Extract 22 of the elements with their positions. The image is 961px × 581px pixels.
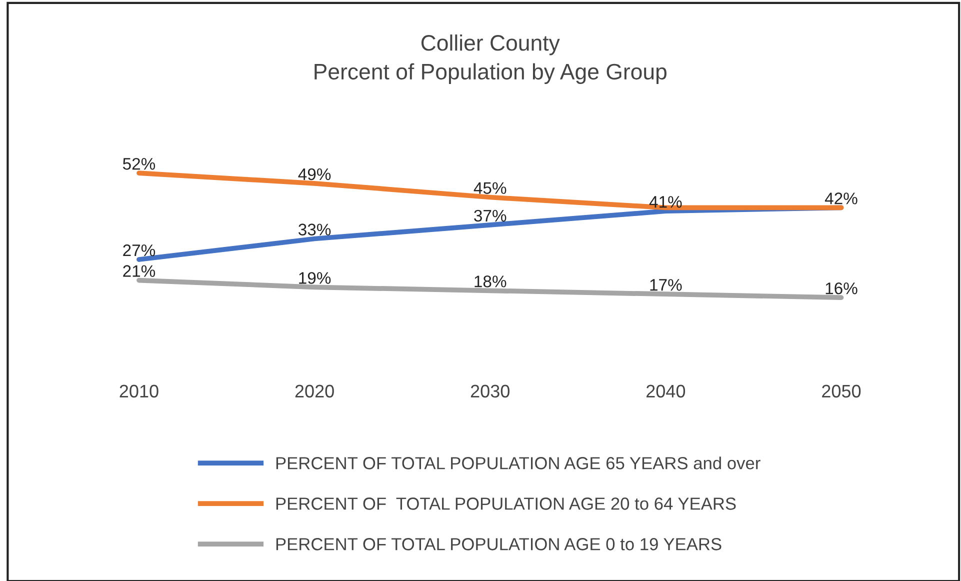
- x-tick-label: 2010: [120, 384, 158, 398]
- data-label: 52%: [122, 158, 156, 170]
- data-label: 37%: [474, 210, 506, 222]
- chart-title: Collier County Percent of Population by Age Group: [314, 34, 666, 84]
- data-label: 49%: [298, 168, 331, 180]
- data-label: 16%: [826, 282, 858, 294]
- data-label: 19%: [299, 272, 331, 284]
- x-tick-label: 2050: [822, 384, 861, 398]
- x-tick-label: 2030: [470, 384, 510, 398]
- data-label: 33%: [298, 224, 331, 236]
- data-label: 45%: [474, 182, 506, 194]
- data-label: 27%: [123, 244, 156, 256]
- x-tick-label: 2020: [295, 384, 334, 398]
- legend-label: PERCENT OF TOTAL POPULATION AGE 0 to 19 YEARS: [276, 538, 722, 550]
- data-label: 17%: [650, 279, 682, 291]
- data-label: 42%: [824, 192, 858, 204]
- legend-label: PERCENT OF TOTAL POPULATION AGE 65 YEARS and over: [276, 456, 760, 470]
- data-label: 41%: [649, 196, 682, 208]
- data-label: 21%: [123, 265, 156, 277]
- data-label: 18%: [474, 276, 506, 288]
- legend-label: PERCENT OF TOTAL POPULATION AGE 20 to 64 YEARS: [276, 498, 736, 510]
- x-tick-label: 2040: [646, 384, 686, 398]
